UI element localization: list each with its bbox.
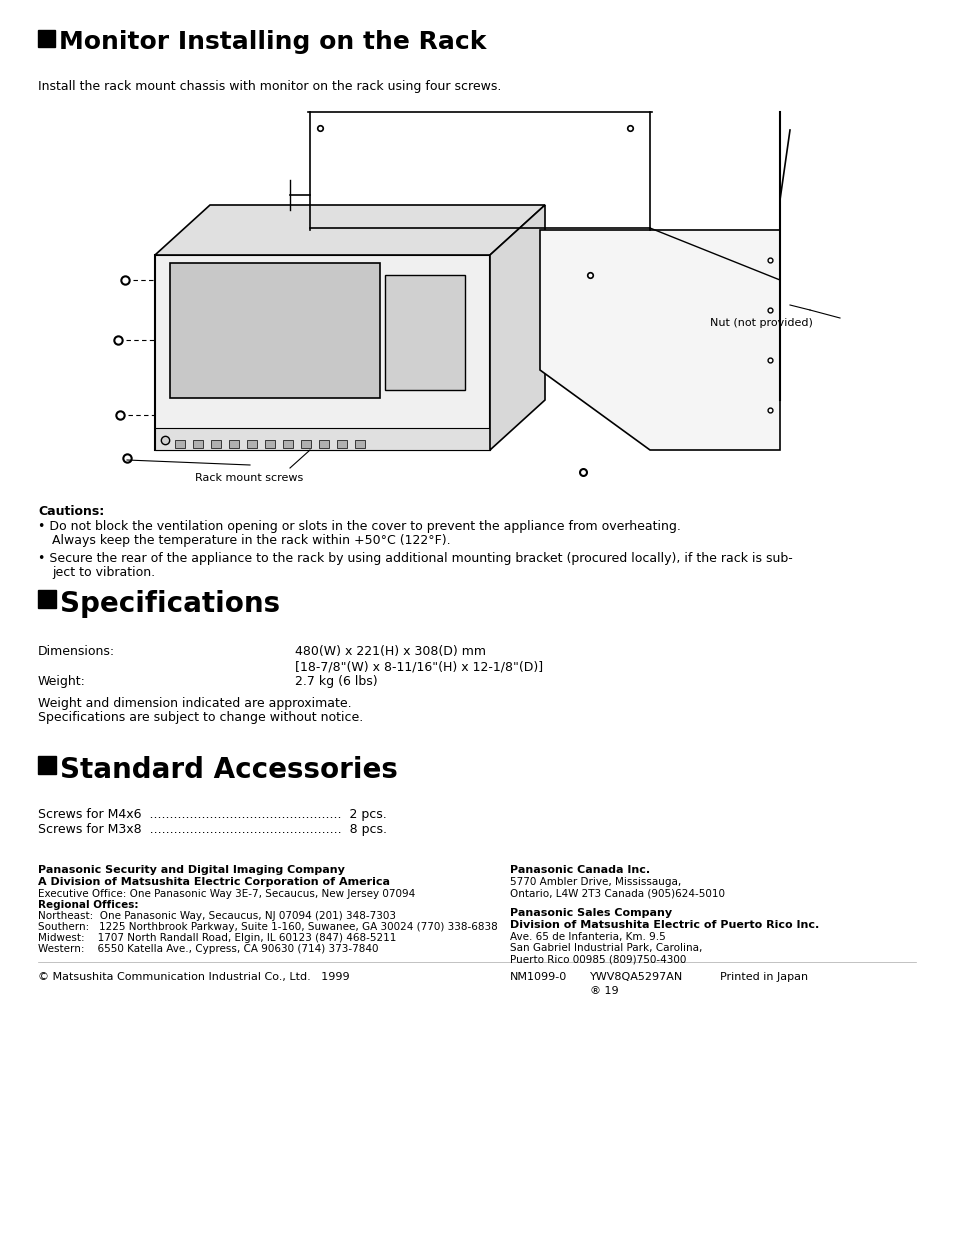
Text: 5770 Ambler Drive, Mississauga,: 5770 Ambler Drive, Mississauga, bbox=[510, 877, 680, 887]
Text: Regional Offices:: Regional Offices: bbox=[38, 901, 138, 910]
Text: Panasonic Security and Digital Imaging Company: Panasonic Security and Digital Imaging C… bbox=[38, 865, 345, 875]
Text: • Secure the rear of the appliance to the rack by using additional mounting brac: • Secure the rear of the appliance to th… bbox=[38, 552, 792, 565]
Text: Weight and dimension indicated are approximate.: Weight and dimension indicated are appro… bbox=[38, 696, 352, 710]
Text: • Do not block the ventilation opening or slots in the cover to prevent the appl: • Do not block the ventilation opening o… bbox=[38, 520, 680, 533]
Text: YWV8QA5297AN: YWV8QA5297AN bbox=[589, 972, 682, 982]
Text: NM1099-0: NM1099-0 bbox=[510, 972, 567, 982]
Bar bbox=[247, 440, 256, 448]
Text: Dimensions:: Dimensions: bbox=[38, 644, 115, 658]
Bar bbox=[336, 440, 347, 448]
Bar bbox=[265, 440, 274, 448]
Text: © Matsushita Communication Industrial Co., Ltd.   1999: © Matsushita Communication Industrial Co… bbox=[38, 972, 349, 982]
Text: Specifications: Specifications bbox=[60, 590, 280, 618]
Bar bbox=[193, 440, 203, 448]
Bar bbox=[283, 440, 293, 448]
Text: Always keep the temperature in the rack within +50°C (122°F).: Always keep the temperature in the rack … bbox=[52, 534, 450, 547]
Text: San Gabriel Industrial Park, Carolina,: San Gabriel Industrial Park, Carolina, bbox=[510, 943, 701, 952]
Bar bbox=[38, 590, 56, 609]
Text: Division of Matsushita Electric of Puerto Rico Inc.: Division of Matsushita Electric of Puert… bbox=[510, 920, 819, 930]
Text: Weight:: Weight: bbox=[38, 675, 86, 688]
Bar bbox=[174, 440, 185, 448]
Polygon shape bbox=[490, 205, 544, 450]
Bar bbox=[154, 255, 490, 450]
Text: Puerto Rico 00985 (809)750-4300: Puerto Rico 00985 (809)750-4300 bbox=[510, 954, 685, 964]
Text: Midwest:    1707 North Randall Road, Elgin, IL 60123 (847) 468-5211: Midwest: 1707 North Randall Road, Elgin,… bbox=[38, 933, 395, 943]
Text: Screws for M3x8  ................................................  8 pcs.: Screws for M3x8 ........................… bbox=[38, 823, 387, 836]
Text: Specifications are subject to change without notice.: Specifications are subject to change wit… bbox=[38, 711, 363, 724]
Bar bbox=[318, 440, 329, 448]
Bar bbox=[38, 756, 56, 774]
Text: 480(W) x 221(H) x 308(D) mm: 480(W) x 221(H) x 308(D) mm bbox=[294, 644, 485, 658]
Text: Panasonic Canada Inc.: Panasonic Canada Inc. bbox=[510, 865, 649, 875]
Text: Southern:   1225 Northbrook Parkway, Suite 1-160, Suwanee, GA 30024 (770) 338-68: Southern: 1225 Northbrook Parkway, Suite… bbox=[38, 922, 497, 931]
Text: Install the rack mount chassis with monitor on the rack using four screws.: Install the rack mount chassis with moni… bbox=[38, 80, 501, 93]
Polygon shape bbox=[539, 230, 780, 450]
Bar bbox=[154, 428, 490, 450]
Text: Ontario, L4W 2T3 Canada (905)624-5010: Ontario, L4W 2T3 Canada (905)624-5010 bbox=[510, 888, 724, 898]
Bar bbox=[301, 440, 311, 448]
Bar bbox=[170, 263, 379, 398]
Text: Nut (not provided): Nut (not provided) bbox=[709, 318, 812, 328]
Text: Cautions:: Cautions: bbox=[38, 505, 104, 518]
Text: Panasonic Sales Company: Panasonic Sales Company bbox=[510, 908, 672, 918]
Bar bbox=[355, 440, 365, 448]
Text: Printed in Japan: Printed in Japan bbox=[720, 972, 807, 982]
Text: [18-7/8"(W) x 8-11/16"(H) x 12-1/8"(D)]: [18-7/8"(W) x 8-11/16"(H) x 12-1/8"(D)] bbox=[294, 661, 542, 673]
Text: Standard Accessories: Standard Accessories bbox=[60, 756, 397, 784]
Bar bbox=[38, 30, 55, 47]
Text: Executive Office: One Panasonic Way 3E-7, Secaucus, New Jersey 07094: Executive Office: One Panasonic Way 3E-7… bbox=[38, 889, 415, 899]
Text: Northeast:  One Panasonic Way, Secaucus, NJ 07094 (201) 348-7303: Northeast: One Panasonic Way, Secaucus, … bbox=[38, 910, 395, 922]
Text: Monitor Installing on the Rack: Monitor Installing on the Rack bbox=[59, 30, 486, 54]
Text: ject to vibration.: ject to vibration. bbox=[52, 567, 155, 579]
Bar bbox=[211, 440, 221, 448]
Text: 2.7 kg (6 lbs): 2.7 kg (6 lbs) bbox=[294, 675, 377, 688]
Polygon shape bbox=[154, 205, 544, 255]
Text: Ave. 65 de Infanteria, Km. 9.5: Ave. 65 de Infanteria, Km. 9.5 bbox=[510, 931, 665, 943]
Bar bbox=[385, 275, 464, 390]
Text: Rack mount screws: Rack mount screws bbox=[194, 473, 303, 482]
Text: A Division of Matsushita Electric Corporation of America: A Division of Matsushita Electric Corpor… bbox=[38, 877, 390, 887]
Text: Western:    6550 Katella Ave., Cypress, CA 90630 (714) 373-7840: Western: 6550 Katella Ave., Cypress, CA … bbox=[38, 944, 378, 954]
Text: ® 19: ® 19 bbox=[589, 986, 618, 996]
Text: Screws for M4x6  ................................................  2 pcs.: Screws for M4x6 ........................… bbox=[38, 808, 386, 821]
Bar bbox=[229, 440, 239, 448]
